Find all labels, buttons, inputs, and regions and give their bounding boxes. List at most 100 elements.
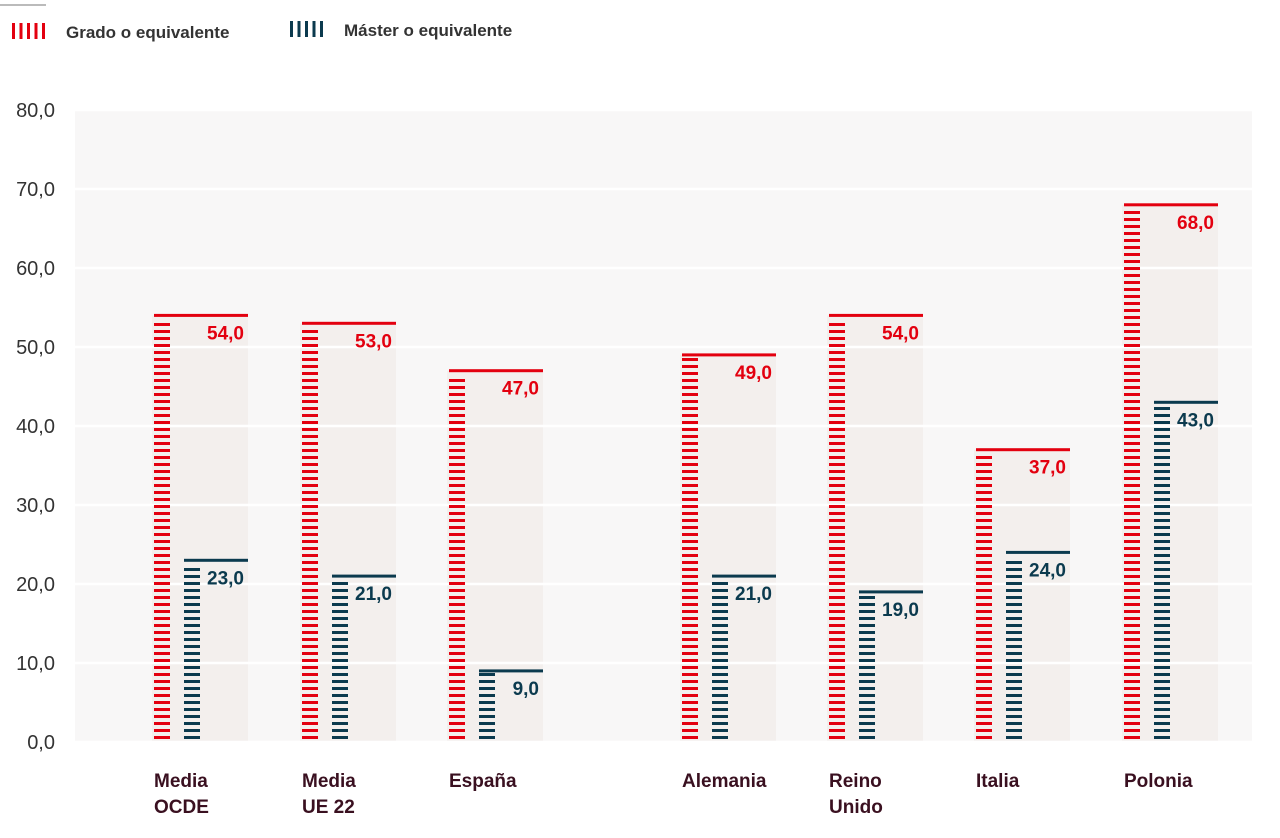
bar-dash	[976, 589, 992, 592]
bar-dash	[302, 701, 318, 704]
bar-dash	[1124, 659, 1140, 662]
bar-dash	[829, 512, 845, 515]
bar-dash	[302, 631, 318, 634]
bar-dash	[449, 687, 465, 690]
bar-dash	[1124, 421, 1140, 424]
bar-dash	[829, 715, 845, 718]
bar-dash	[302, 533, 318, 536]
bar-dash	[449, 575, 465, 578]
bar-dash	[1006, 659, 1022, 662]
bar-dash	[682, 470, 698, 473]
bar-dash	[1154, 729, 1170, 732]
bar-dash	[479, 736, 495, 739]
bar-dash	[154, 701, 170, 704]
bar-dash	[829, 547, 845, 550]
bar-dash	[712, 610, 728, 613]
bar-dash	[1006, 736, 1022, 739]
bar-dash	[154, 631, 170, 634]
bars	[154, 203, 1218, 739]
bar-dash	[1154, 554, 1170, 557]
bar-dash	[449, 484, 465, 487]
bar-dash	[154, 659, 170, 662]
bar-dash	[682, 666, 698, 669]
bar-dash	[1124, 547, 1140, 550]
bar-dash	[332, 596, 348, 599]
bar-dash	[1154, 687, 1170, 690]
bar-dash	[976, 526, 992, 529]
bar-dash	[859, 680, 875, 683]
bar-dash	[1124, 295, 1140, 298]
bar-dash	[1006, 715, 1022, 718]
bar-dash	[682, 393, 698, 396]
bar-dash	[332, 652, 348, 655]
bar-dash	[302, 526, 318, 529]
bar-dash	[1124, 575, 1140, 578]
bar-dash	[682, 603, 698, 606]
bar-dash	[1124, 365, 1140, 368]
bar-dash	[829, 484, 845, 487]
bar-dash	[1154, 631, 1170, 634]
bar-dash	[332, 659, 348, 662]
bar-dash	[1124, 344, 1140, 347]
bar-dash	[682, 435, 698, 438]
bar-dash	[154, 351, 170, 354]
category-label: Media UE 22	[302, 771, 356, 818]
bar-dash	[859, 666, 875, 669]
bar-dash	[976, 533, 992, 536]
bar-dash	[976, 519, 992, 522]
bar-dash	[302, 547, 318, 550]
bar-dash	[682, 477, 698, 480]
bar-dash	[302, 330, 318, 333]
bar-dash	[449, 498, 465, 501]
value-label-master: 9,0	[513, 679, 539, 700]
bar-dash	[1124, 330, 1140, 333]
bar-dash	[1006, 582, 1022, 585]
bar-dash	[1154, 582, 1170, 585]
bar-dash	[1124, 253, 1140, 256]
bar-cap	[682, 353, 776, 357]
bar-dash	[1154, 463, 1170, 466]
bar-dash	[976, 547, 992, 550]
bar-dash	[184, 666, 200, 669]
bar-dash	[682, 407, 698, 410]
bar-dash	[479, 729, 495, 732]
bar-cap	[184, 558, 248, 562]
bar-dash	[1154, 470, 1170, 473]
bar-dash	[976, 491, 992, 494]
bar-grado	[829, 313, 923, 739]
bar-dash	[302, 540, 318, 543]
legend-dash	[12, 23, 15, 39]
bar-dash	[479, 722, 495, 725]
bar-dash	[829, 659, 845, 662]
bar-dash	[449, 631, 465, 634]
bar-dash	[829, 477, 845, 480]
bar-dash	[829, 582, 845, 585]
bar-dash	[302, 428, 318, 431]
bar-cap	[976, 448, 1070, 452]
bar-dash	[1124, 589, 1140, 592]
bar-dash	[1124, 218, 1140, 221]
bar-grado	[1124, 203, 1218, 739]
bar-dash	[302, 715, 318, 718]
bar-dash	[302, 617, 318, 620]
legend-label-master: Máster o equivalente	[344, 21, 512, 40]
bar-dash	[829, 575, 845, 578]
bar-dash	[302, 491, 318, 494]
bar-dash	[1006, 673, 1022, 676]
bar-dash	[1154, 428, 1170, 431]
bar-dash	[184, 722, 200, 725]
bar-dash	[449, 533, 465, 536]
bar-dash	[976, 694, 992, 697]
bar-dash	[712, 666, 728, 669]
bar-dash	[154, 547, 170, 550]
bar-dash	[154, 407, 170, 410]
bar-dash	[154, 449, 170, 452]
bar-dash	[332, 701, 348, 704]
bar-dash	[302, 624, 318, 627]
bar-dash	[1124, 498, 1140, 501]
bar-dash	[332, 680, 348, 683]
bar-dash	[859, 694, 875, 697]
bar-dash	[829, 372, 845, 375]
bar-dash	[1154, 645, 1170, 648]
